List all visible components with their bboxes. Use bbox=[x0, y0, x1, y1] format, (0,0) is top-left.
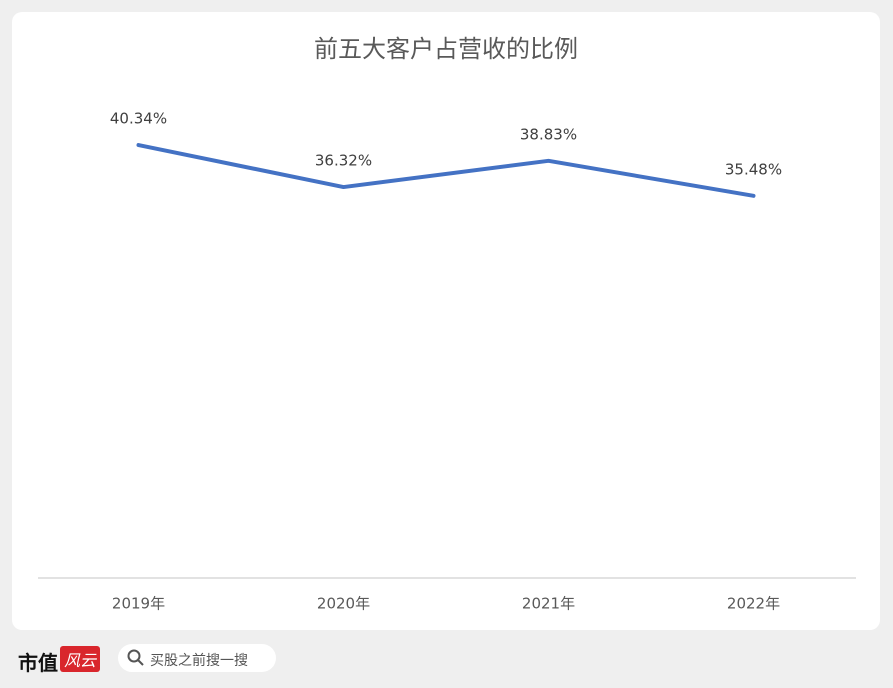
search-box[interactable]: 买股之前搜一搜 bbox=[118, 644, 276, 672]
chart-title: 前五大客户占营收的比例 bbox=[314, 35, 578, 63]
search-placeholder: 买股之前搜一搜 bbox=[150, 653, 248, 669]
line bbox=[136, 143, 756, 198]
data-label: 38.83% bbox=[520, 125, 577, 143]
search-icon bbox=[127, 649, 144, 666]
data-label: 40.34% bbox=[110, 110, 167, 128]
logo: 市值 bbox=[18, 651, 58, 675]
logo-mark: 风云 bbox=[60, 646, 101, 672]
x-tick-label: 2020年 bbox=[317, 595, 370, 613]
data-label: 35.48% bbox=[725, 160, 782, 178]
chart-card: 前五大客户占营收的比例 2019年 2020年 2021年 2022年 40.34% 36… bbox=[12, 12, 880, 630]
data-label: 36.32% bbox=[315, 152, 372, 170]
x-tick-label: 2019年 bbox=[112, 595, 165, 613]
chart: 前五大客户占营收的比例 2019年 2020年 2021年 2022年 40.34% 36… bbox=[38, 35, 856, 613]
x-tick-label: 2021年 bbox=[522, 595, 575, 613]
x-tick-label: 2022年 bbox=[727, 595, 780, 613]
